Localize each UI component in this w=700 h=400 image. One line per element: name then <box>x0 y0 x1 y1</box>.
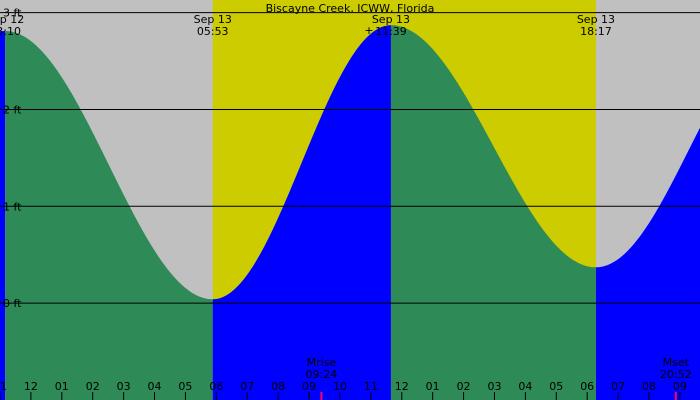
x-tick-label: 12 <box>24 380 38 393</box>
x-tick-label: 02 <box>86 380 100 393</box>
tide-event-time: 23:10 <box>0 25 21 38</box>
x-tick-label: 07 <box>240 380 254 393</box>
tide-event-date: Sep 13 <box>194 13 232 26</box>
y-tick-label: 0 ft <box>3 297 22 310</box>
x-tick-label: 12 <box>395 380 409 393</box>
tide-event-time: 18:17 <box>580 25 612 38</box>
x-tick-label: 09 <box>673 380 687 393</box>
moon-event-label: Mrise <box>307 356 337 369</box>
y-tick-label: 3 ft <box>3 7 22 20</box>
tide-area-layer <box>0 25 700 400</box>
chart-title: Biscayne Creek, ICWW, Florida <box>266 2 435 15</box>
x-tick-label: 03 <box>487 380 501 393</box>
x-tick-label: 01 <box>55 380 69 393</box>
falling-tide-area <box>390 25 596 400</box>
x-tick-label: 11 <box>0 380 7 393</box>
tide-event-date: Sep 12 <box>0 13 24 26</box>
tide-event-date: Sep 13 <box>577 13 615 26</box>
x-tick-label: 02 <box>457 380 471 393</box>
x-tick-label: 03 <box>117 380 131 393</box>
rising-tide-area <box>0 30 6 400</box>
x-tick-label: 08 <box>642 380 656 393</box>
x-tick-label: 01 <box>426 380 440 393</box>
y-tick-label: 1 ft <box>3 200 22 213</box>
rising-tide-area <box>595 127 700 400</box>
x-tick-label: 04 <box>518 380 532 393</box>
moon-event-time: 09:24 <box>306 368 338 381</box>
tide-event-date: Sep 13 <box>372 13 410 26</box>
moon-event-time: 20:52 <box>660 368 692 381</box>
falling-tide-area <box>5 30 213 400</box>
x-tick-label: 09 <box>302 380 316 393</box>
x-tick-label: 11 <box>364 380 378 393</box>
label-layer: 0 ft 1 ft 2 ft 3 ft 11 12 01 02 03 04 05 06 07 08 09 10… <box>0 7 692 393</box>
x-tick-label: 04 <box>148 380 162 393</box>
x-tick-label: 06 <box>580 380 594 393</box>
moon-event-label: Mset <box>663 356 690 369</box>
x-tick-label: 06 <box>209 380 223 393</box>
tide-event-time: 05:53 <box>197 25 229 38</box>
y-tick-label: 2 ft <box>3 103 22 116</box>
x-tick-label: 05 <box>178 380 192 393</box>
x-tick-label: 10 <box>333 380 347 393</box>
high-tide-marker: + <box>364 24 373 37</box>
rising-tide-area <box>212 25 391 400</box>
x-tick-label: 08 <box>271 380 285 393</box>
x-tick-label: 05 <box>549 380 563 393</box>
x-tick-label: 07 <box>611 380 625 393</box>
grid-layer <box>0 12 700 400</box>
tide-event-time: 11:39 <box>375 25 407 38</box>
